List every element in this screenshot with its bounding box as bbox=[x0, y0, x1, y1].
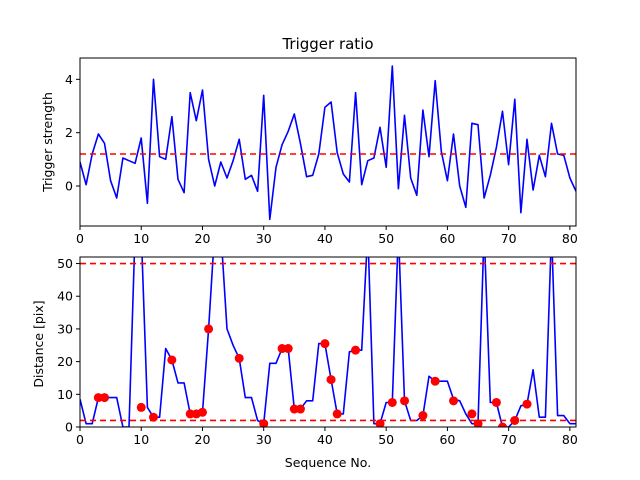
bottom-marker-point bbox=[197, 407, 207, 417]
bottom-x-tick-label: 60 bbox=[439, 432, 455, 447]
bottom-marker-point bbox=[498, 422, 508, 427]
top-x-tick-label: 20 bbox=[195, 231, 211, 246]
bottom-y-tick-label: 50 bbox=[57, 256, 73, 271]
bottom-x-tick-label: 0 bbox=[76, 432, 84, 447]
top-x-tick-label: 70 bbox=[501, 231, 517, 246]
top-chart-title: Trigger ratio bbox=[281, 35, 373, 53]
top-plot-area bbox=[80, 65, 576, 221]
top-y-tick-label: 4 bbox=[65, 72, 73, 87]
bottom-x-tick-label: 20 bbox=[195, 432, 211, 447]
bottom-marker-point bbox=[467, 409, 477, 419]
bottom-marker-point bbox=[234, 353, 244, 363]
bottom-marker-point bbox=[400, 396, 410, 406]
top-x-tick-label: 0 bbox=[76, 231, 84, 246]
top-y-axis-label: Trigger strength bbox=[40, 92, 55, 193]
bottom-marker-point bbox=[204, 324, 214, 334]
bottom-x-axis-label: Sequence No. bbox=[285, 455, 371, 470]
bottom-subplot: Distance [pix] 0 10 20 30 40 50 60 70 80 0 10 20 30 4… bbox=[31, 256, 578, 470]
top-x-tick-label: 80 bbox=[562, 231, 578, 246]
bottom-marker-point bbox=[167, 355, 177, 365]
bottom-marker-point bbox=[295, 404, 305, 414]
bottom-marker-point bbox=[136, 402, 146, 412]
bottom-marker-point bbox=[387, 397, 397, 407]
bottom-marker-point bbox=[148, 412, 158, 422]
top-axes-frame bbox=[79, 57, 577, 227]
bottom-plot-area bbox=[80, 257, 576, 427]
bottom-x-tick-label: 10 bbox=[133, 432, 149, 447]
bottom-x-tick-label: 70 bbox=[501, 432, 517, 447]
bottom-y-tick-label: 10 bbox=[57, 387, 73, 402]
bottom-marker-point bbox=[332, 409, 342, 419]
bottom-x-tick-label: 40 bbox=[317, 432, 333, 447]
bottom-marker-point bbox=[418, 411, 428, 421]
bottom-marker-point bbox=[259, 419, 269, 427]
top-tick-group: 0 10 20 30 40 50 60 70 80 0 2 4 bbox=[65, 72, 578, 246]
bottom-marker-point bbox=[522, 399, 532, 409]
top-x-tick-label: 30 bbox=[256, 231, 272, 246]
top-x-tick-label: 40 bbox=[317, 231, 333, 246]
bottom-x-tick-label: 50 bbox=[378, 432, 394, 447]
bottom-marker-point bbox=[320, 339, 330, 349]
bottom-y-tick-label: 20 bbox=[57, 354, 73, 369]
top-x-tick-label: 60 bbox=[439, 231, 455, 246]
bottom-marker-point bbox=[430, 376, 440, 386]
bottom-x-tick-label: 30 bbox=[256, 432, 272, 447]
bottom-y-tick-label: 30 bbox=[57, 321, 73, 336]
bottom-marker-point bbox=[99, 393, 109, 403]
top-x-tick-label: 10 bbox=[133, 231, 149, 246]
bottom-marker-point bbox=[510, 415, 520, 425]
bottom-marker-point bbox=[449, 396, 459, 406]
bottom-x-tick-label: 80 bbox=[562, 432, 578, 447]
bottom-y-axis-label: Distance [pix] bbox=[31, 300, 46, 387]
bottom-marker-point bbox=[326, 375, 336, 385]
top-y-tick-label: 0 bbox=[65, 179, 73, 194]
bottom-marker-point bbox=[473, 419, 483, 427]
top-x-tick-label: 50 bbox=[378, 231, 394, 246]
bottom-y-tick-label: 40 bbox=[57, 289, 73, 304]
bottom-tick-group: 0 10 20 30 40 50 60 70 80 0 10 20 30 40 50 bbox=[57, 256, 578, 447]
bottom-marker-point bbox=[351, 345, 361, 355]
top-series-line bbox=[80, 65, 576, 221]
bottom-y-tick-label: 0 bbox=[65, 420, 73, 435]
bottom-marker-point bbox=[491, 397, 501, 407]
bottom-axes-frame bbox=[79, 256, 577, 428]
top-y-tick-label: 2 bbox=[65, 125, 73, 140]
bottom-marker-point bbox=[375, 419, 385, 427]
bottom-marker-point bbox=[283, 344, 293, 354]
